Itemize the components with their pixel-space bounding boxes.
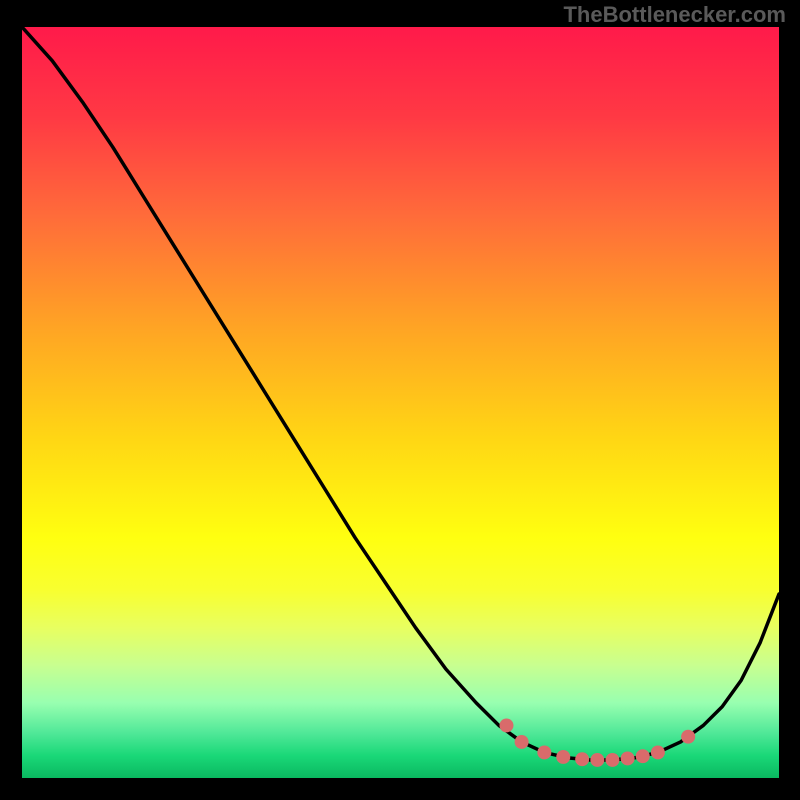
data-marker [621,752,635,766]
data-marker [636,749,650,763]
data-markers [499,718,695,766]
data-marker [681,730,695,744]
curve-layer [22,27,779,778]
data-marker [499,718,513,732]
watermark-text: TheBottlenecker.com [563,2,786,28]
bottleneck-curve [22,27,779,760]
data-marker [556,750,570,764]
data-marker [590,753,604,767]
data-marker [537,746,551,760]
data-marker [605,753,619,767]
data-marker [651,746,665,760]
plot-area [22,27,779,778]
data-marker [515,735,529,749]
data-marker [575,752,589,766]
